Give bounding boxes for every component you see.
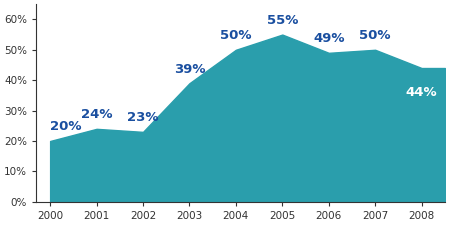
Text: 24%: 24%: [81, 108, 112, 121]
Text: 39%: 39%: [174, 63, 205, 76]
Text: 44%: 44%: [406, 86, 437, 99]
Text: 20%: 20%: [50, 120, 82, 133]
Text: 50%: 50%: [360, 29, 391, 42]
Text: 49%: 49%: [313, 32, 344, 45]
Text: 50%: 50%: [220, 29, 251, 42]
Text: 23%: 23%: [127, 111, 159, 124]
Text: 55%: 55%: [267, 14, 298, 27]
